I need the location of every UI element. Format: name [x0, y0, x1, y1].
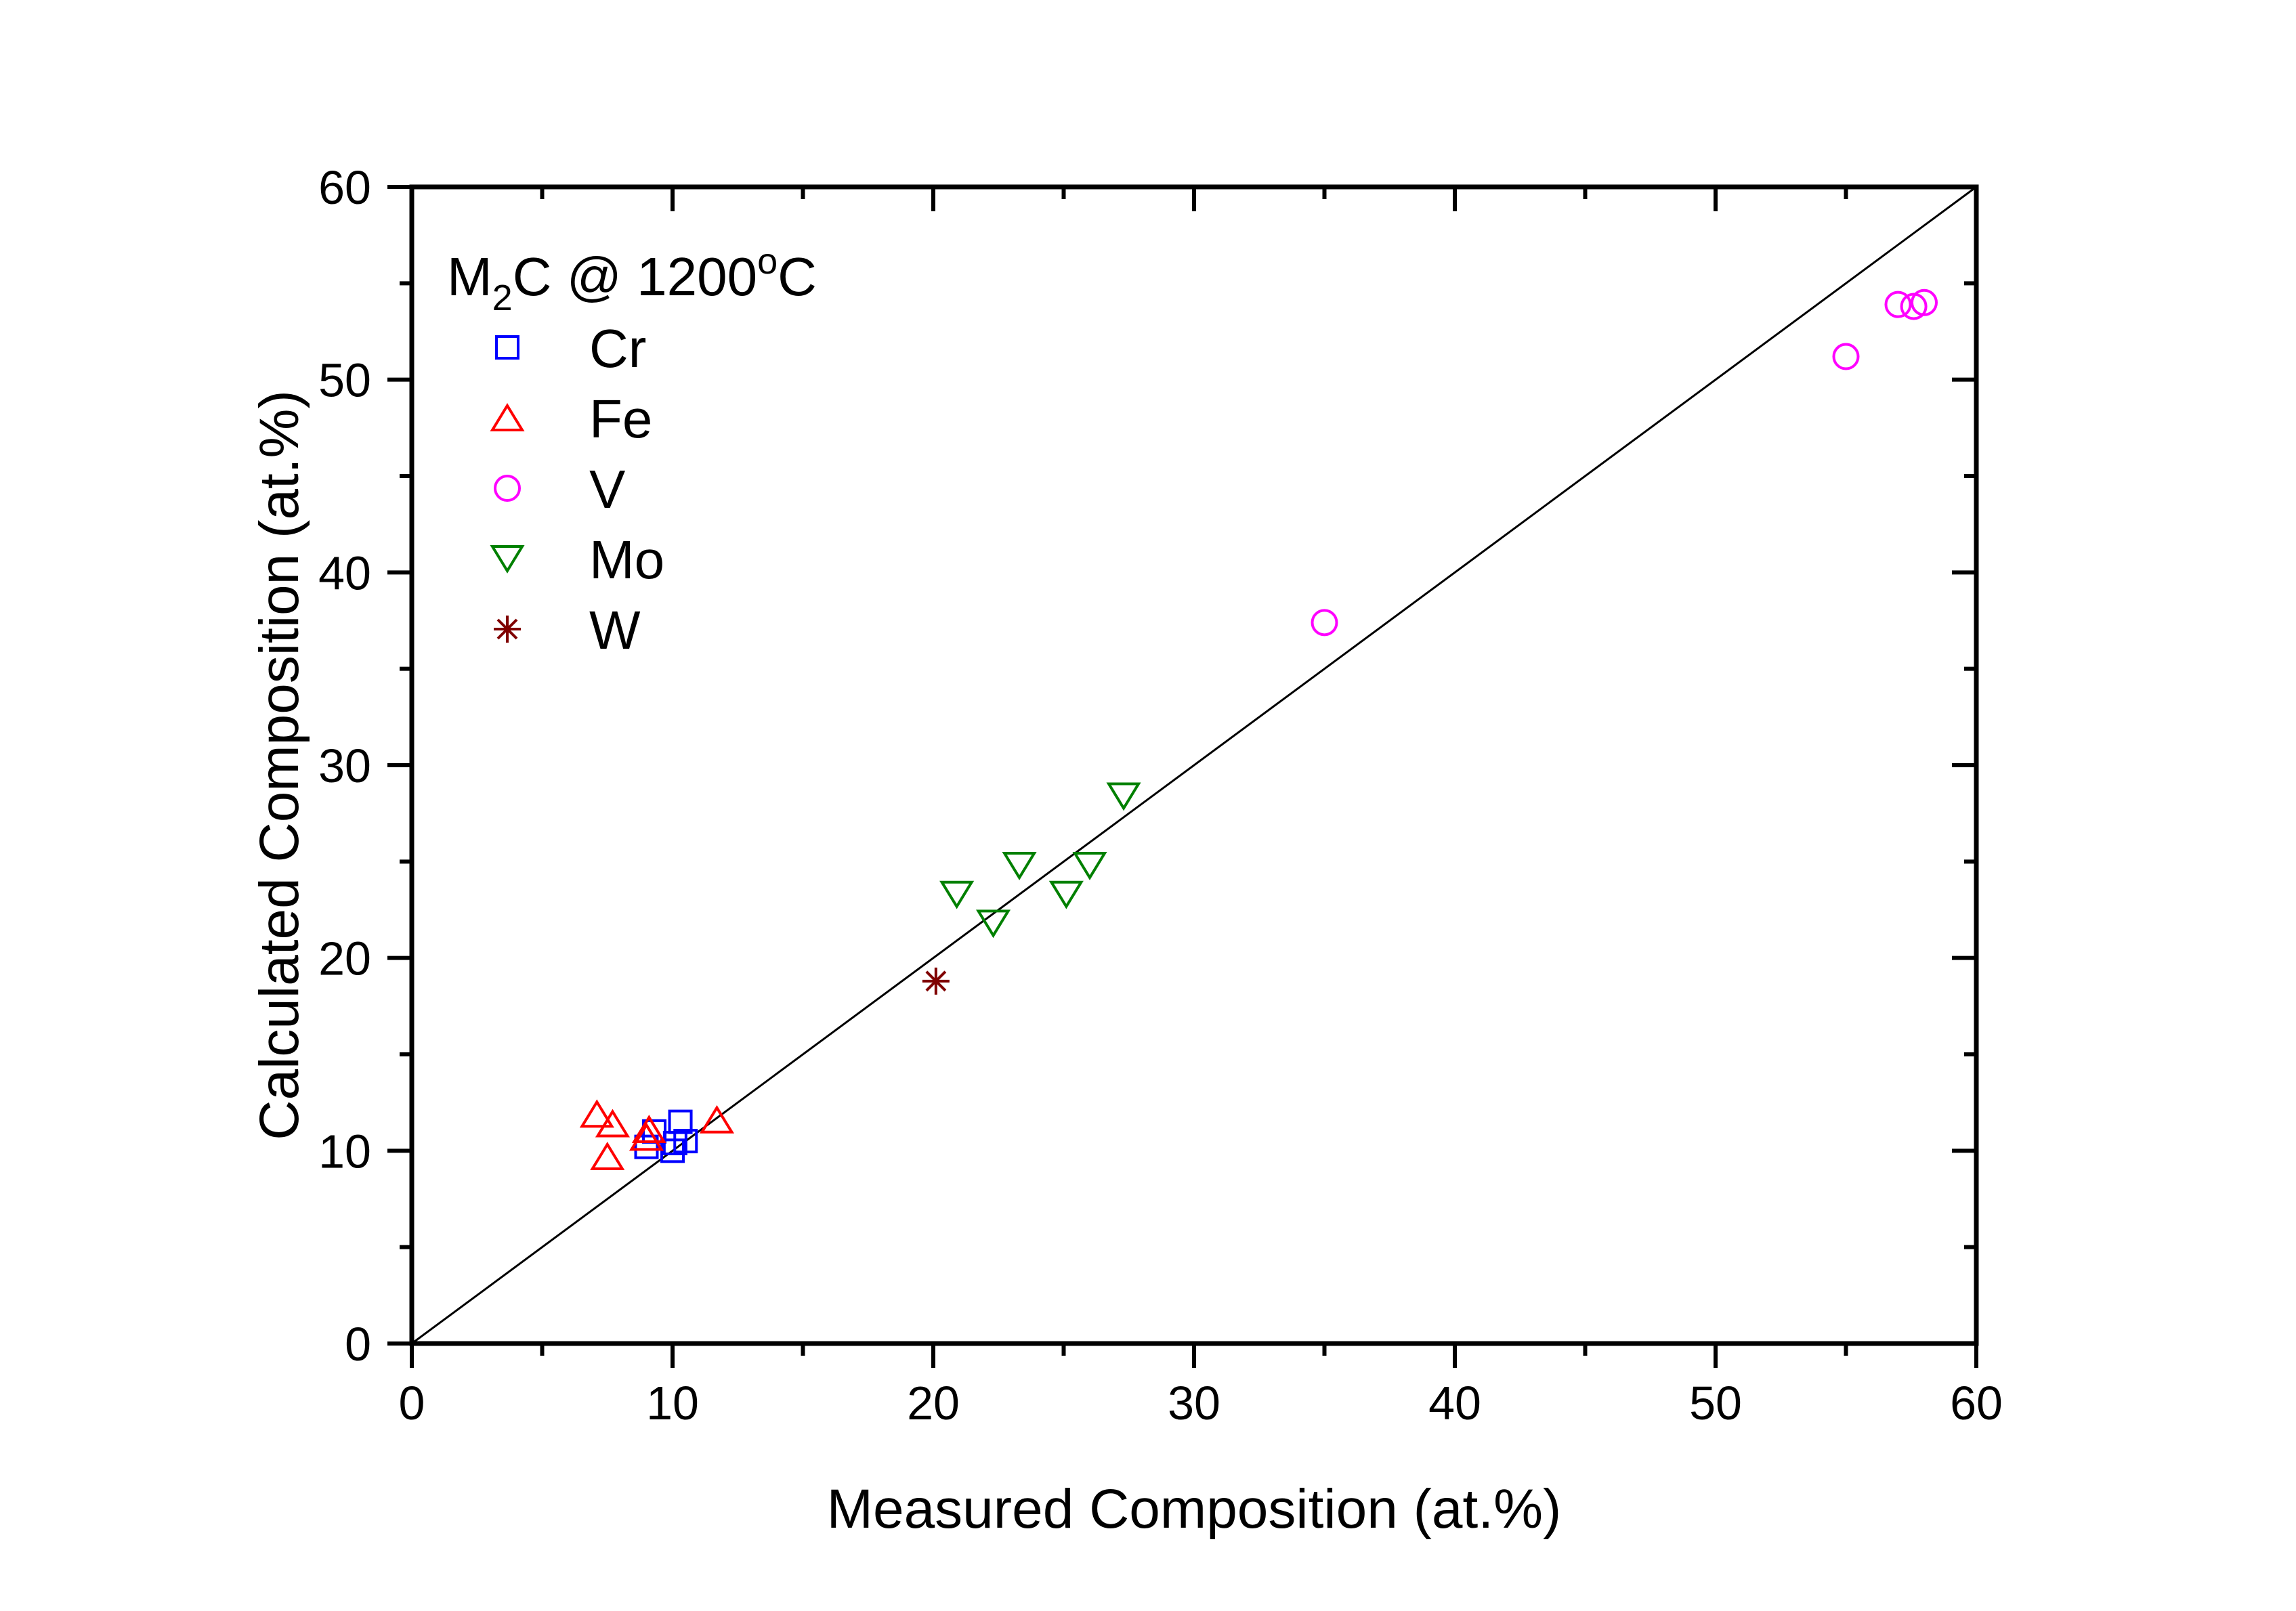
- data-point-fe: [595, 1109, 631, 1138]
- legend-title: M2C @ 1200oC: [447, 241, 817, 318]
- legend-title-end: C: [778, 246, 817, 307]
- x-tick-label: 0: [399, 1377, 425, 1430]
- data-point-v: [1884, 291, 1912, 318]
- legend-item-v: V: [494, 459, 626, 519]
- tick-labels-layer: 0 10 20 30 40 50 60 0 10 20 30 40 50 60: [318, 161, 2003, 1430]
- x-tick-label: 10: [646, 1377, 699, 1430]
- legend-symbol-circle: [494, 475, 521, 502]
- legend-title-main: M: [447, 246, 492, 307]
- legend-title-middle: C @ 1200: [513, 246, 757, 307]
- y-tick-label: 40: [318, 546, 371, 599]
- legend-symbol-star: [494, 616, 521, 643]
- legend-symbol-triangle-down: [490, 545, 525, 574]
- data-point-mo: [975, 909, 1011, 939]
- data-point-cr: [634, 1134, 659, 1159]
- data-point-v: [1911, 288, 1938, 316]
- legend-item-w: W: [494, 600, 641, 660]
- y-axis-title: Calculated Composition (at.%): [249, 390, 310, 1140]
- legend-symbol-triangle-up: [490, 403, 525, 431]
- legend-label: Fe: [589, 389, 652, 449]
- x-tick-label: 20: [907, 1377, 960, 1430]
- data-point-mo: [939, 880, 975, 909]
- data-point-mo: [1106, 782, 1141, 811]
- legend-label: V: [589, 459, 626, 519]
- legend-symbol-square: [495, 335, 519, 360]
- x-tick-label: 60: [1950, 1377, 2003, 1430]
- legend-item-fe: Fe: [490, 389, 652, 449]
- y-tick-label: 60: [318, 161, 371, 214]
- legend-label: W: [589, 600, 641, 660]
- data-point-v: [1832, 343, 1860, 370]
- legend-item-cr: Cr: [495, 318, 646, 379]
- star-stroke: [925, 970, 947, 992]
- data-point-v: [1311, 609, 1338, 637]
- series-fe: [579, 1099, 735, 1170]
- legend-title-superscript: o: [757, 241, 778, 282]
- plot-frame: [409, 184, 1979, 1346]
- data-point-fe: [579, 1099, 614, 1128]
- data-point-fe: [590, 1142, 625, 1170]
- series-v: [1311, 288, 1938, 637]
- data-point-fe: [629, 1122, 664, 1151]
- data-point-mo: [1048, 880, 1084, 909]
- star-stroke: [496, 618, 518, 640]
- x-tick-label: 40: [1428, 1377, 1481, 1430]
- y-tick-label: 30: [318, 739, 371, 792]
- y-tick-label: 0: [345, 1318, 371, 1371]
- data-point-mo: [1002, 852, 1037, 880]
- legend-label: Cr: [589, 318, 646, 379]
- reference-line-y-equals-x: [411, 186, 1977, 1345]
- data-point-fe: [631, 1115, 666, 1144]
- series-mo: [939, 782, 1141, 939]
- legend-items: Cr Fe V Mo W: [490, 318, 664, 660]
- data-point-mo: [1072, 852, 1107, 880]
- reference-line-layer: [411, 186, 1977, 1345]
- y-tick-label: 50: [318, 354, 371, 407]
- data-point-w: [922, 967, 950, 995]
- x-tick-label: 30: [1168, 1377, 1220, 1430]
- legend-item-mo: Mo: [490, 530, 664, 590]
- legend-label: Mo: [589, 530, 664, 590]
- x-tick-label: 50: [1689, 1377, 1742, 1430]
- y-tick-label: 10: [318, 1125, 371, 1178]
- data-points-layer: [579, 288, 1938, 1170]
- legend: M2C @ 1200oC Cr Fe V Mo W: [447, 241, 817, 660]
- series-w: [922, 967, 950, 995]
- y-tick-label: 20: [318, 932, 371, 985]
- x-axis-title: Measured Composition (at.%): [827, 1478, 1562, 1540]
- legend-title-subscript: 2: [492, 278, 513, 318]
- data-point-fe: [699, 1104, 735, 1134]
